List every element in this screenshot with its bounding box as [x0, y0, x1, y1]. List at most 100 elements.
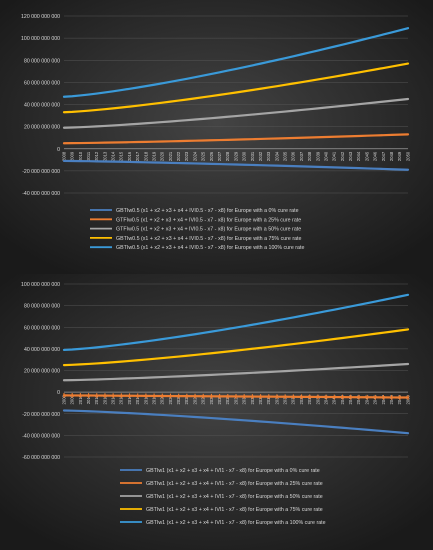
chart-panel-bottom: -60 000 000 000 -40 000 000 000 -20 000 00… [0, 274, 433, 550]
x-tick-label: 2011 [86, 394, 91, 404]
x-tick-label: 2034 [274, 151, 279, 161]
x-tick-label: 2037 [299, 394, 304, 404]
y-tick-label: 40 000 000 000 [24, 103, 60, 109]
legend-entry: GBTIw0.5 (x1 + x2 + x3 + x4 + IVI0.5 - x… [116, 236, 302, 242]
legend-entry: GBTIw1 (x1 + x2 + x3 + x4 + IVI1 - x7 - … [146, 494, 323, 500]
x-tick-label: 2036 [291, 151, 296, 161]
y-tick-label: 100 000 000 000 [21, 36, 60, 42]
y-tick-label: 20 000 000 000 [24, 125, 60, 131]
x-tick-label: 2012 [94, 151, 99, 161]
x-tick-label: 2009 [70, 151, 75, 161]
y-tick-label: 0 [57, 147, 60, 153]
x-tick-label: 2032 [258, 151, 263, 161]
x-tick-label: 2040 [323, 151, 328, 161]
y-tick-label: 80 000 000 000 [24, 58, 60, 64]
x-tick-label: 2031 [250, 151, 255, 161]
x-tick-label: 2027 [217, 151, 222, 161]
x-tick-label: 2031 [250, 394, 255, 404]
x-tick-label: 2018 [143, 394, 148, 404]
y-tick-label: 40 000 000 000 [24, 347, 60, 353]
x-tick-label: 2021 [168, 151, 173, 161]
x-tick-label: 2039 [315, 151, 320, 161]
x-tick-label: 2029 [233, 151, 238, 161]
x-tick-label: 2018 [143, 151, 148, 161]
x-tick-label: 2012 [94, 394, 99, 404]
series-line-3 [62, 328, 410, 367]
x-tick-label: 2027 [217, 394, 222, 404]
legend-entry: GTFIw0.5 (x1 + x2 + x3 + x4 + IVI0.5 - x… [116, 227, 301, 233]
series-line-4 [62, 27, 410, 98]
x-tick-label: 2008 [61, 151, 66, 161]
x-tick-label: 2049 [397, 151, 402, 161]
y-tick-label: 60 000 000 000 [24, 325, 60, 331]
x-tick-label: 2028 [225, 394, 230, 404]
chart-panel-top: -40 000 000 000 -20 000 000 000 0 20 000 00… [0, 0, 433, 274]
chart-bottom: -60 000 000 000 -40 000 000 000 -20 000 00… [0, 274, 433, 550]
x-tick-label: 2025 [201, 151, 206, 161]
y-tick-label: -20 000 000 000 [22, 169, 60, 175]
x-tick-label: 2019 [151, 394, 156, 404]
x-tick-label: 2010 [78, 394, 83, 404]
y-tick-label: 60 000 000 000 [24, 80, 60, 86]
x-tick-label: 2030 [242, 151, 247, 161]
x-tick-label: 2033 [266, 151, 271, 161]
chart-background [0, 274, 433, 550]
y-tick-label: -60 000 000 000 [22, 455, 60, 461]
chart-top: -40 000 000 000 -20 000 000 000 0 20 000 00… [0, 0, 433, 274]
x-tick-label: 2009 [70, 394, 75, 404]
x-tick-label: 2023 [184, 394, 189, 404]
series-line-1 [62, 133, 410, 145]
x-tick-label: 2017 [135, 394, 140, 404]
y-tick-label: 80 000 000 000 [24, 304, 60, 310]
x-tick-label: 2038 [307, 394, 312, 404]
x-tick-label: 2016 [127, 151, 132, 161]
x-tick-label: 2047 [381, 151, 386, 161]
x-tick-label: 2011 [86, 151, 91, 161]
legend-entry: GTFIw0.5 (x1 + x2 + x3 + x4 + IVI0.5 - x… [116, 217, 301, 223]
x-tick-label: 2020 [160, 394, 165, 404]
y-tick-label: 20 000 000 000 [24, 369, 60, 375]
legend-entry: GBTIw1 (x1 + x2 + x3 + x4 + IVI1 - x7 - … [146, 468, 320, 474]
x-tick-label: 2008 [61, 394, 66, 404]
x-tick-label: 2010 [78, 151, 83, 161]
legend-entry: GBTIw1 (x1 + x2 + x3 + x4 + IVI1 - x7 - … [146, 520, 326, 526]
x-tick-label: 2019 [151, 151, 156, 161]
x-tick-label: 2013 [102, 151, 107, 161]
series-line-0 [62, 159, 410, 171]
x-tick-label: 2045 [364, 151, 369, 161]
y-tick-label: 100 000 000 000 [21, 282, 60, 288]
x-tick-label: 2016 [127, 394, 132, 404]
x-tick-label: 2043 [348, 151, 353, 161]
series-line-2 [62, 362, 410, 382]
x-tick-label: 2024 [192, 394, 197, 404]
x-tick-label: 2048 [389, 151, 394, 161]
x-tick-label: 2017 [135, 151, 140, 161]
x-tick-label: 2022 [176, 394, 181, 404]
y-tick-label: -20 000 000 000 [22, 412, 60, 418]
y-tick-label: -40 000 000 000 [22, 191, 60, 197]
x-tick-label: 2015 [119, 151, 124, 161]
x-tick-label: 2022 [176, 151, 181, 161]
x-tick-label: 2021 [168, 394, 173, 404]
legend-entry: GBTIw1 (x1 + x2 + x3 + x4 + IVI1 - x7 - … [146, 481, 323, 487]
x-tick-label: 2046 [373, 151, 378, 161]
series-line-4 [62, 293, 410, 352]
x-tick-label: 2032 [258, 394, 263, 404]
legend-entry: GBTIw0.5 (x1 + x2 + x3 + x4 + IVI0.5 - x… [116, 245, 304, 251]
x-tick-label: 2036 [291, 394, 296, 404]
x-tick-label: 2044 [356, 151, 361, 161]
legend-entry: GBTIw0.5 (x1 + x2 + x3 + x4 + IVI0.5 - x… [116, 208, 299, 214]
x-tick-label: 2028 [225, 151, 230, 161]
x-tick-label: 2020 [160, 151, 165, 161]
x-tick-label: 2030 [242, 394, 247, 404]
x-tick-label: 2025 [201, 394, 206, 404]
x-tick-label: 2038 [307, 151, 312, 161]
x-tick-label: 2035 [283, 394, 288, 404]
series-line-2 [62, 97, 410, 129]
x-tick-label: 2026 [209, 151, 214, 161]
x-tick-label: 2042 [340, 151, 345, 161]
x-tick-label: 2023 [184, 151, 189, 161]
x-tick-label: 2029 [233, 394, 238, 404]
y-tick-label: 120 000 000 000 [21, 14, 60, 20]
x-tick-label: 2026 [209, 394, 214, 404]
